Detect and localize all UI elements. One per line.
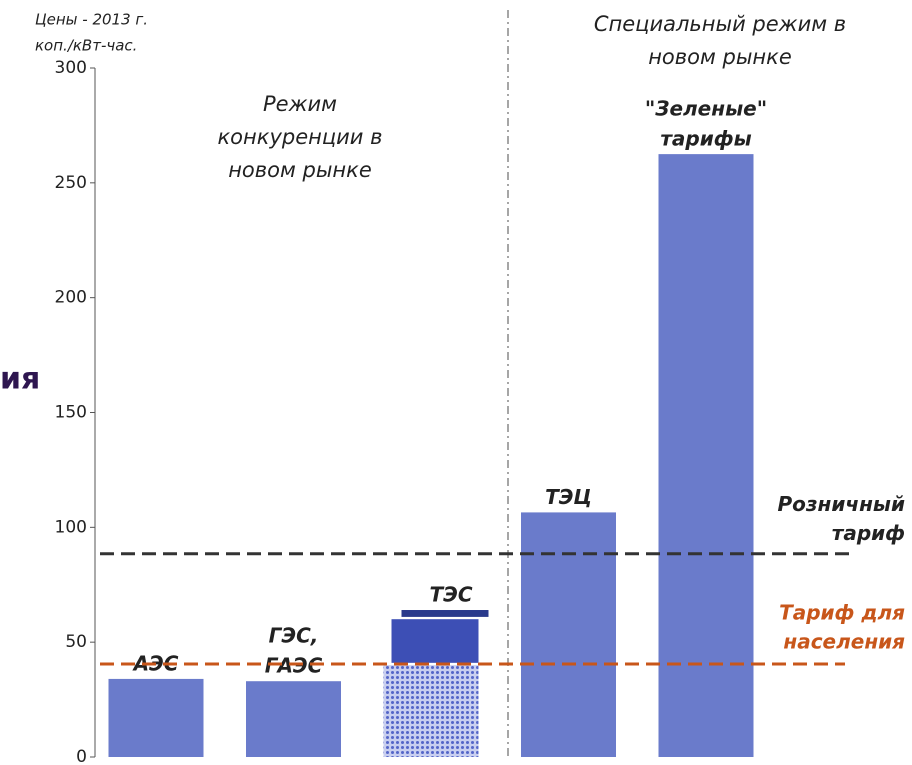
y-tick-label: 100: [55, 517, 87, 537]
category-label: "Зеленые": [645, 97, 767, 121]
reference-label: тариф: [832, 521, 905, 545]
axis-note: Цены - 2013 г.: [35, 11, 148, 29]
bar: [658, 154, 754, 757]
region-label: новом рынке: [648, 45, 792, 69]
axis-note: коп./кВт-час.: [35, 37, 137, 55]
category-label: ТЭЦ: [545, 485, 592, 509]
reference-label: Тариф для: [779, 600, 905, 624]
y-tick-label: 250: [55, 173, 87, 193]
category-label: ТЭС: [430, 583, 473, 607]
bar-range: [391, 619, 479, 663]
bar: [383, 665, 479, 757]
category-label: ГЭС,: [269, 624, 319, 648]
y-tick-label: 0: [76, 747, 87, 765]
bar: [108, 678, 204, 757]
bar-range: [401, 610, 489, 617]
reference-label: Розничный: [778, 492, 906, 516]
cut-title: ия: [0, 362, 40, 397]
y-tick-label: 300: [55, 58, 87, 78]
y-tick-label: 200: [55, 288, 87, 308]
y-tick-label: 50: [65, 632, 87, 652]
category-label: тарифы: [660, 127, 751, 151]
region-label: Специальный режим в: [594, 12, 846, 36]
bar: [246, 681, 341, 757]
category-label: ГАЭС: [265, 654, 323, 678]
bar: [521, 512, 616, 757]
region-label: Режим: [263, 92, 337, 116]
region-label: конкуренции в: [218, 125, 383, 149]
reference-label: населения: [783, 629, 905, 653]
y-tick-label: 150: [55, 403, 87, 423]
region-label: новом рынке: [228, 158, 372, 182]
